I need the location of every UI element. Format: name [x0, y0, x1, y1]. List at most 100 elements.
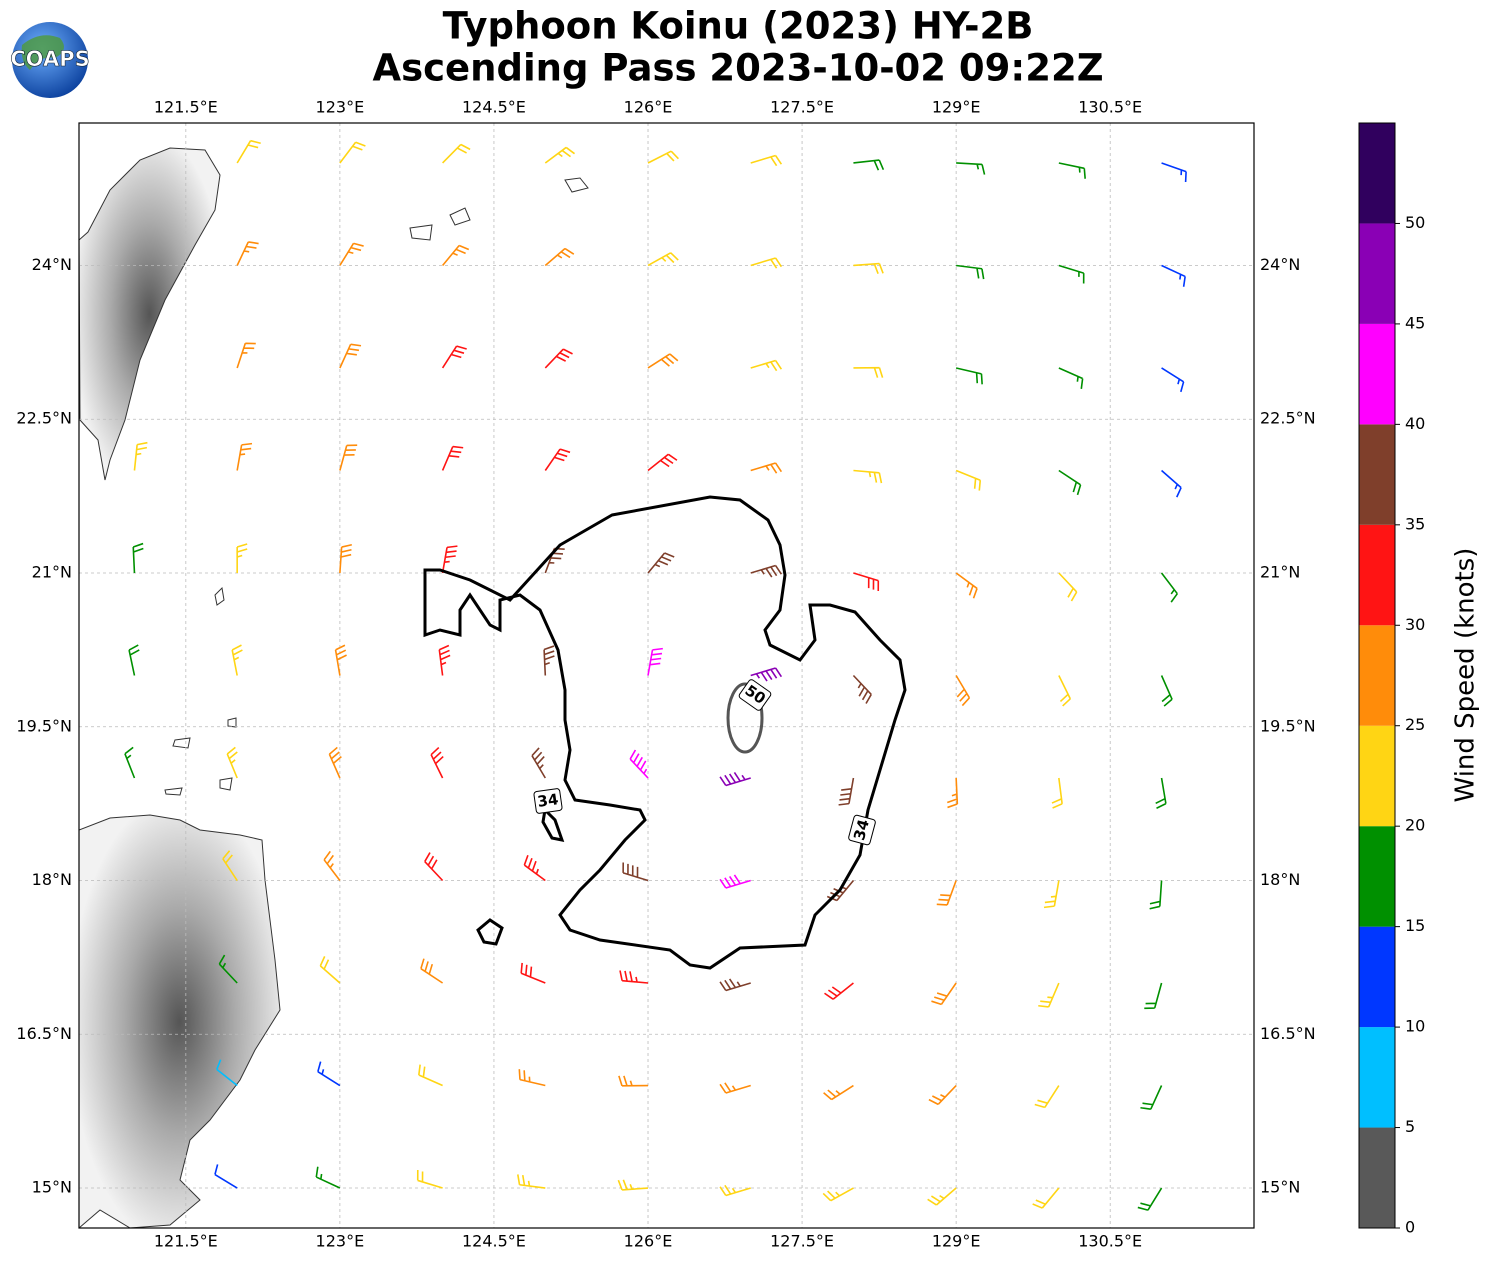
wind-barb: [955, 675, 971, 707]
contour-34: [476, 806, 565, 946]
wind-barb: [544, 247, 575, 267]
wind-barb: [852, 674, 872, 704]
wind-barb: [438, 644, 451, 676]
wind-barb: [531, 747, 546, 779]
y-tick-label: 22.5°N: [1260, 409, 1316, 428]
wind-barb: [956, 264, 985, 280]
contours: 34 34 50: [423, 495, 907, 970]
wind-barb: [544, 348, 573, 369]
wind-barb: [853, 469, 883, 484]
wind-barb: [823, 1084, 854, 1101]
wind-barb: [133, 441, 148, 471]
wind-barb: [629, 749, 649, 779]
wind-barb: [750, 257, 783, 269]
land: [79, 147, 221, 481]
y-tick-label: 15°N: [1260, 1178, 1300, 1197]
wind-barbs: [124, 139, 1187, 1211]
wind-barb: [719, 978, 751, 992]
wind-barb: [226, 746, 238, 779]
wind-barb: [853, 572, 880, 592]
wind-barb: [236, 543, 248, 573]
wind-barb: [424, 852, 444, 882]
wind-barb: [928, 1084, 957, 1106]
y-tick-label: 22.5°N: [16, 409, 72, 428]
colorbar-bin: [1359, 625, 1395, 726]
colorbar-tick-label: 5: [1405, 1117, 1415, 1136]
wind-barb: [619, 970, 649, 984]
wind-barb: [544, 448, 571, 471]
x-tick-label: 129°E: [932, 1232, 981, 1251]
colorbar-tick-label: 40: [1405, 414, 1425, 433]
wind-barb: [617, 1179, 649, 1191]
wind-barb: [622, 862, 649, 882]
y-tick-label: 16.5°N: [16, 1024, 72, 1043]
wind-barb: [518, 1069, 546, 1087]
wind-barb: [719, 874, 751, 889]
wind-barb: [955, 572, 978, 599]
colorbar-bin: [1359, 826, 1395, 927]
title-line: Ascending Pass 2023-10-02 09:22Z: [372, 47, 1103, 90]
wind-barb: [1058, 162, 1086, 179]
wind-barb: [853, 159, 885, 171]
wind-barb: [420, 958, 444, 984]
contour-label: 34: [850, 817, 873, 842]
wind-barb: [339, 543, 352, 574]
contour-50: [726, 682, 764, 754]
wind-barb: [236, 241, 259, 266]
island: [164, 177, 589, 796]
wind-barb: [1140, 1085, 1163, 1110]
y-tick-label: 24°N: [1260, 255, 1300, 274]
wind-barb: [317, 1061, 341, 1087]
wind-barb: [719, 1184, 751, 1197]
colorbar-tick-label: 15: [1405, 916, 1425, 935]
wind-barb: [124, 746, 136, 779]
wind-barb: [1043, 880, 1060, 909]
wind-barb: [1058, 264, 1085, 284]
wind-barb: [544, 146, 576, 164]
x-tick-label: 124.5°E: [462, 1232, 526, 1251]
wind-barb: [931, 982, 957, 1006]
colorbar-bin: [1359, 223, 1395, 324]
wind-barb: [328, 746, 342, 779]
wind-barb: [750, 667, 783, 682]
wind-barb: [1058, 572, 1078, 602]
x-tick-label: 123°E: [316, 1232, 365, 1251]
wind-barb: [339, 343, 362, 369]
wind-barb: [1160, 572, 1178, 603]
wind-barb: [523, 854, 546, 882]
wind-barb: [1038, 982, 1060, 1008]
wind-barb: [218, 954, 238, 984]
wind-barb: [647, 150, 679, 164]
wind-barb: [1058, 469, 1082, 496]
wind-barb: [618, 1075, 649, 1087]
wind-barb: [128, 644, 140, 676]
x-tick-label: 121.5°E: [154, 1232, 218, 1251]
wind-barb: [1144, 982, 1163, 1010]
colorbar-bin: [1359, 323, 1395, 425]
wind-barb: [1161, 469, 1182, 498]
wind-barb: [956, 162, 986, 175]
logo-text: COAPS: [10, 47, 89, 71]
x-tick-label: 124.5°E: [462, 98, 526, 117]
wind-barb: [323, 850, 341, 881]
wind-barb: [1161, 264, 1186, 287]
y-tick-label: 19.5°N: [16, 716, 72, 735]
wind-barb: [517, 1174, 546, 1189]
wind-barb: [236, 139, 261, 164]
wind-barb: [750, 359, 783, 372]
colorbar-tick-label: 20: [1405, 816, 1425, 835]
wind-barb: [719, 772, 751, 787]
x-tick-label: 123°E: [316, 98, 365, 117]
wind-barb: [647, 647, 663, 676]
x-tick-label: 121.5°E: [154, 98, 218, 117]
contour-34: [423, 495, 907, 970]
wind-barb: [927, 1187, 957, 1206]
wind-barb: [1058, 367, 1084, 389]
wind-barb: [520, 962, 546, 984]
colorbar-label: Wind Speed (knots): [1451, 548, 1481, 803]
wind-barb: [416, 1169, 443, 1189]
wind-barb: [750, 462, 783, 474]
wind-barb: [132, 542, 144, 574]
x-tick-label: 130.5°E: [1078, 98, 1142, 117]
wind-barb: [222, 850, 238, 881]
